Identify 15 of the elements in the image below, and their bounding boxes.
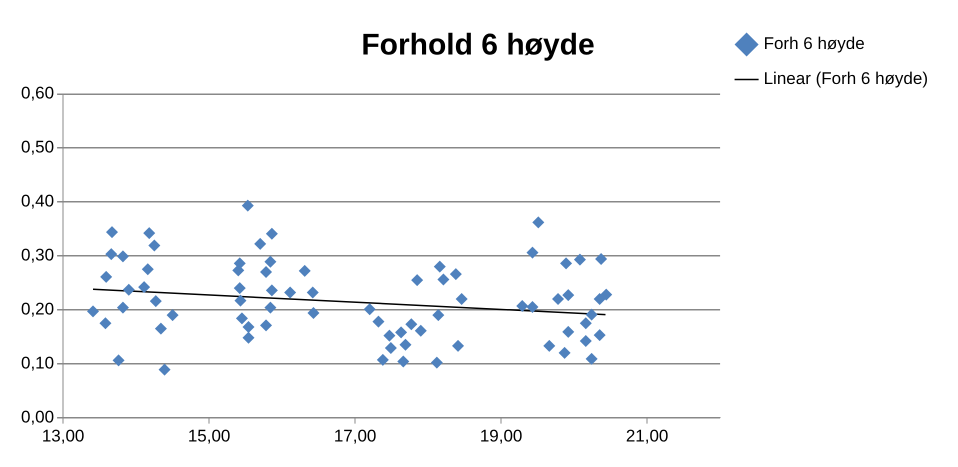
y-tick-label: 0,00 — [20, 407, 54, 426]
y-tick-label: 0,10 — [20, 353, 54, 372]
x-tick-label: 13,00 — [42, 426, 84, 446]
x-tick-label: 15,00 — [188, 426, 230, 446]
y-tick-label: 0,50 — [20, 138, 54, 157]
x-tick-label: 17,00 — [334, 426, 376, 446]
legend-label: Forh 6 høyde — [764, 34, 865, 54]
legend-label: Linear (Forh 6 høyde) — [764, 69, 928, 88]
x-tick-label: 21,00 — [626, 426, 668, 446]
y-tick-label: 0,30 — [20, 245, 54, 264]
chart-title: Forhold 6 høyde — [361, 28, 595, 62]
y-tick-label: 0,20 — [20, 299, 54, 318]
x-tick-label: 19,00 — [480, 426, 522, 446]
y-tick-label: 0,60 — [20, 84, 54, 103]
y-tick-label: 0,40 — [20, 192, 54, 211]
